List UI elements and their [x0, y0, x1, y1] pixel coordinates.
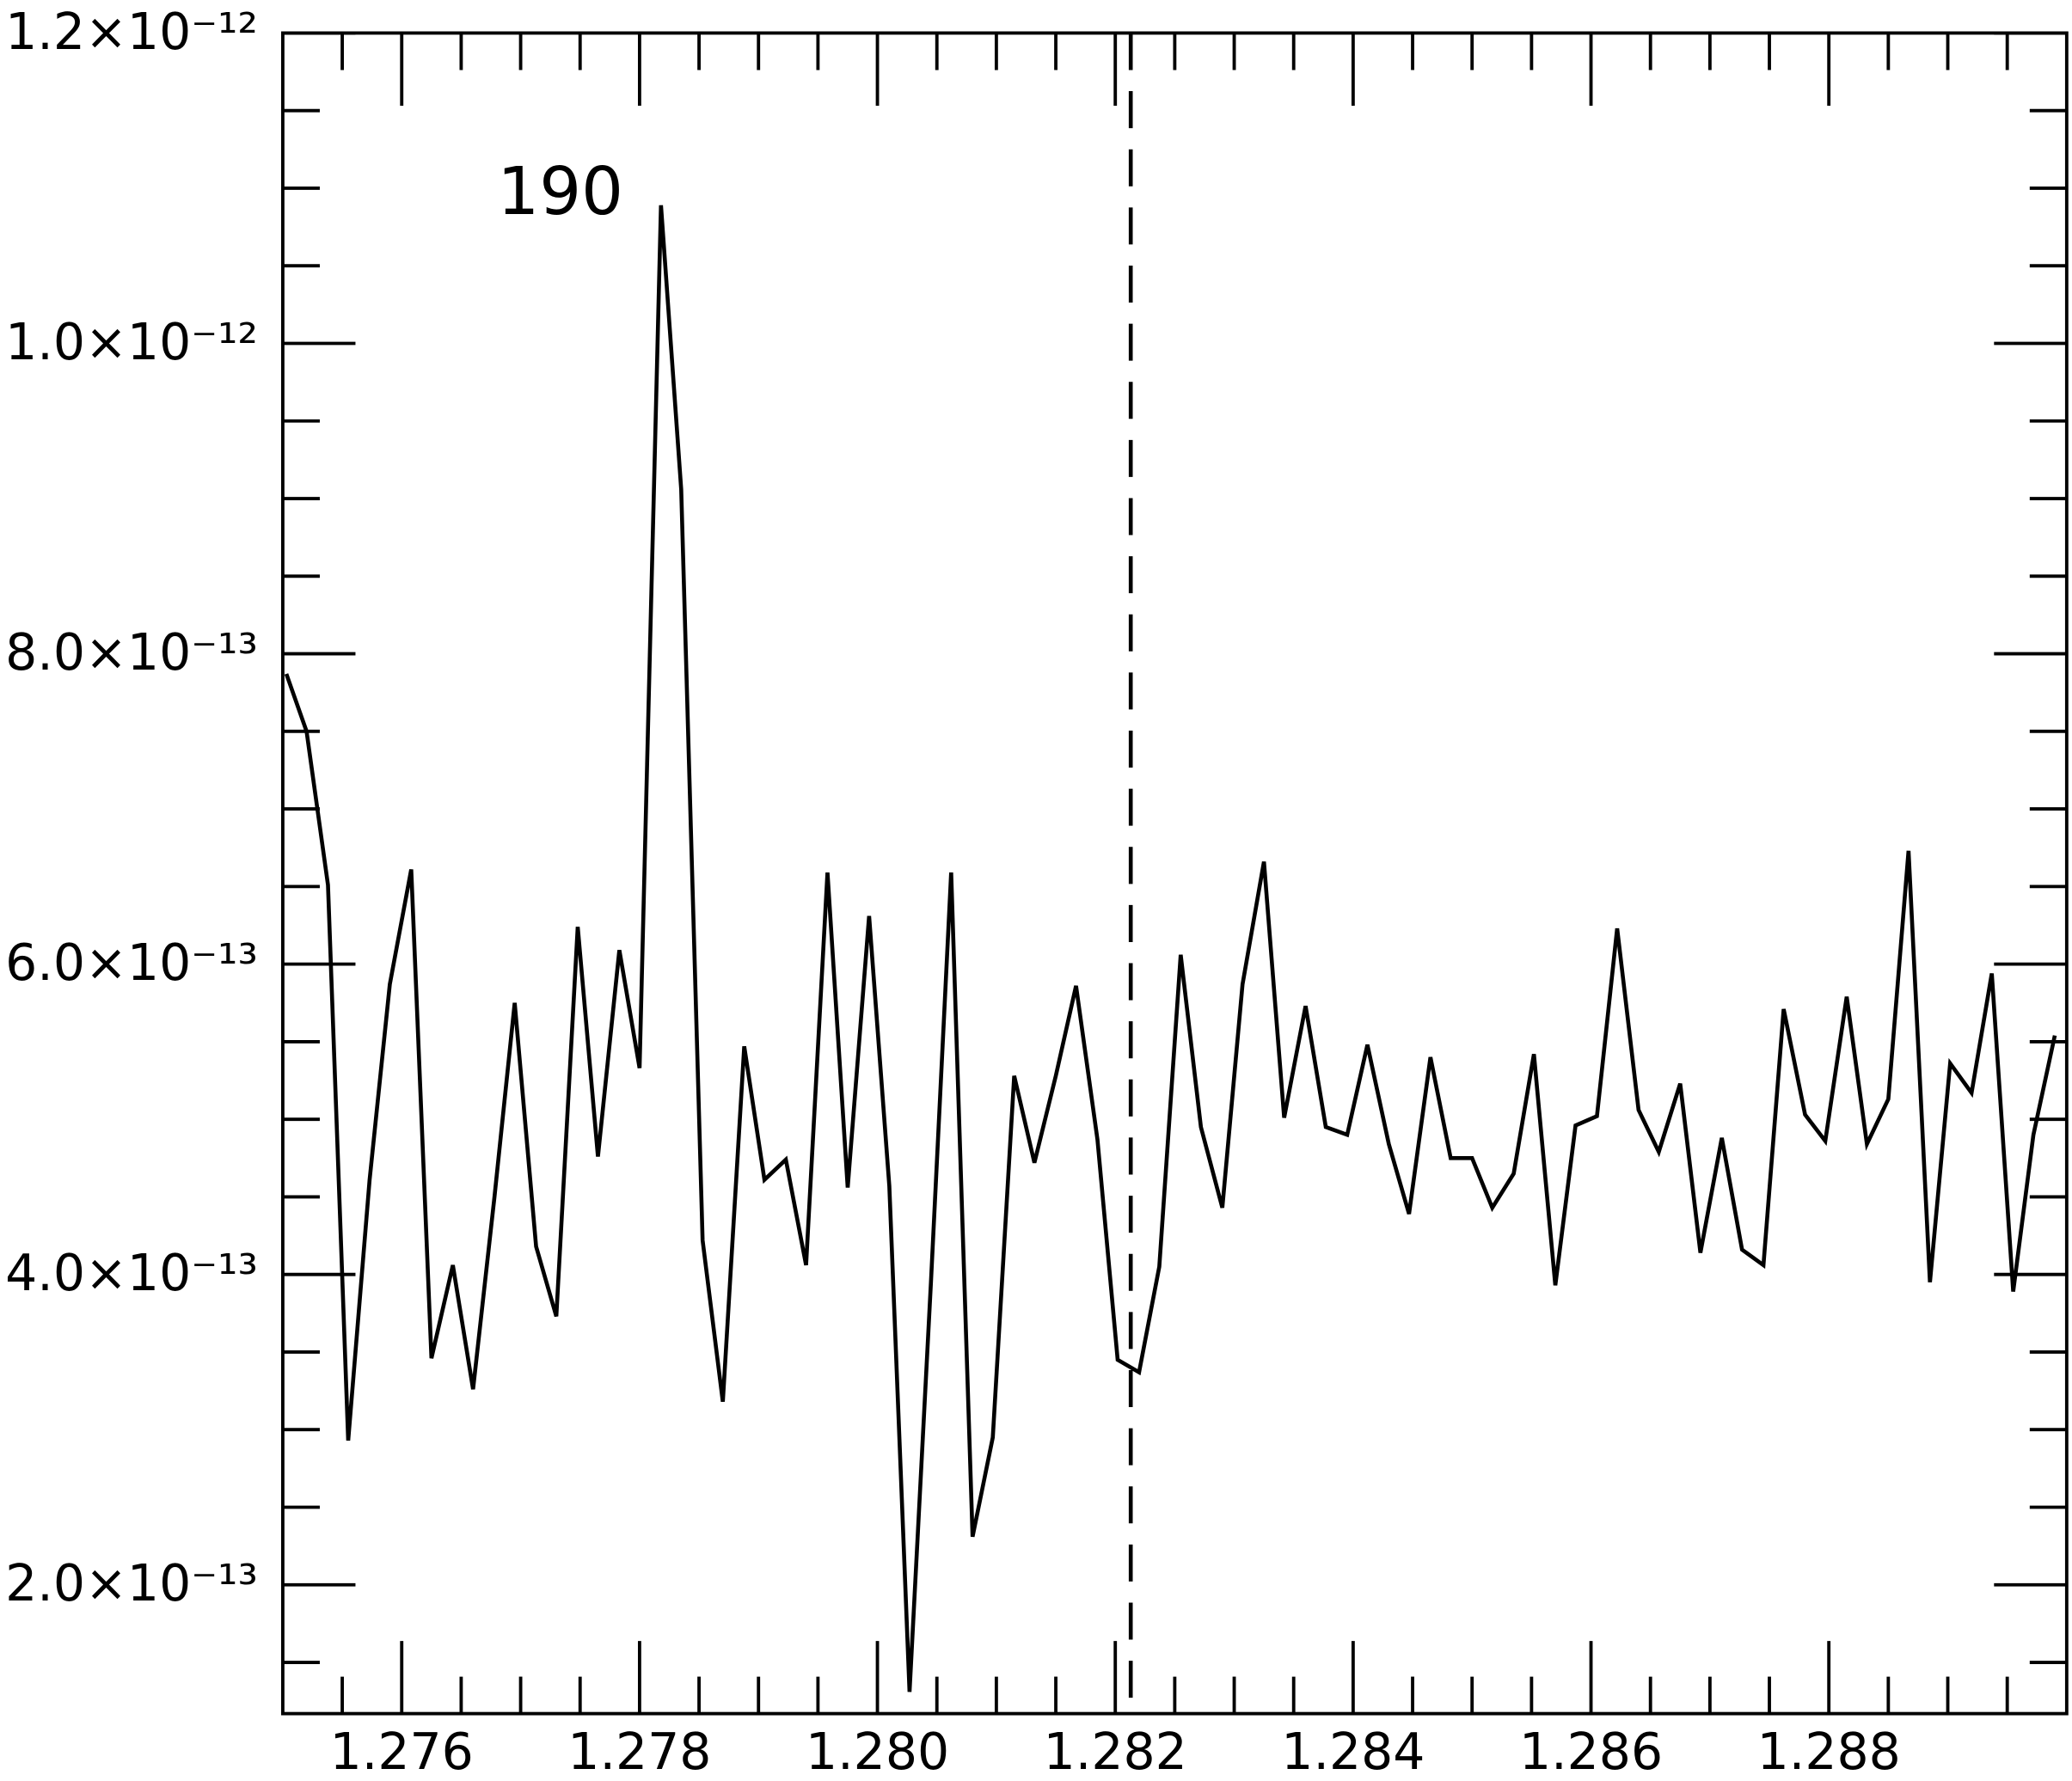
y-tick-label: 1.2×10⁻¹²	[5, 3, 258, 61]
y-tick-label: 8.0×10⁻¹³	[5, 623, 258, 682]
x-tick-label: 1.276	[330, 1723, 474, 1781]
x-tick-label: 1.282	[1044, 1723, 1187, 1781]
annotation: 190	[497, 154, 623, 230]
y-tick-label: 1.0×10⁻¹²	[5, 313, 258, 371]
data-line	[284, 205, 2057, 1692]
x-tick-label: 1.286	[1519, 1723, 1663, 1781]
y-tick-label: 4.0×10⁻¹³	[5, 1244, 258, 1302]
x-tick-label: 1.278	[567, 1723, 711, 1781]
y-tick-label: 2.0×10⁻¹³	[5, 1554, 258, 1613]
x-tick-label: 1.288	[1757, 1723, 1901, 1781]
plot-frame	[280, 31, 2069, 1716]
y-tick-label: 6.0×10⁻¹³	[5, 933, 258, 992]
x-tick-label: 1.284	[1281, 1723, 1425, 1781]
x-tick-label: 1.280	[806, 1723, 949, 1781]
